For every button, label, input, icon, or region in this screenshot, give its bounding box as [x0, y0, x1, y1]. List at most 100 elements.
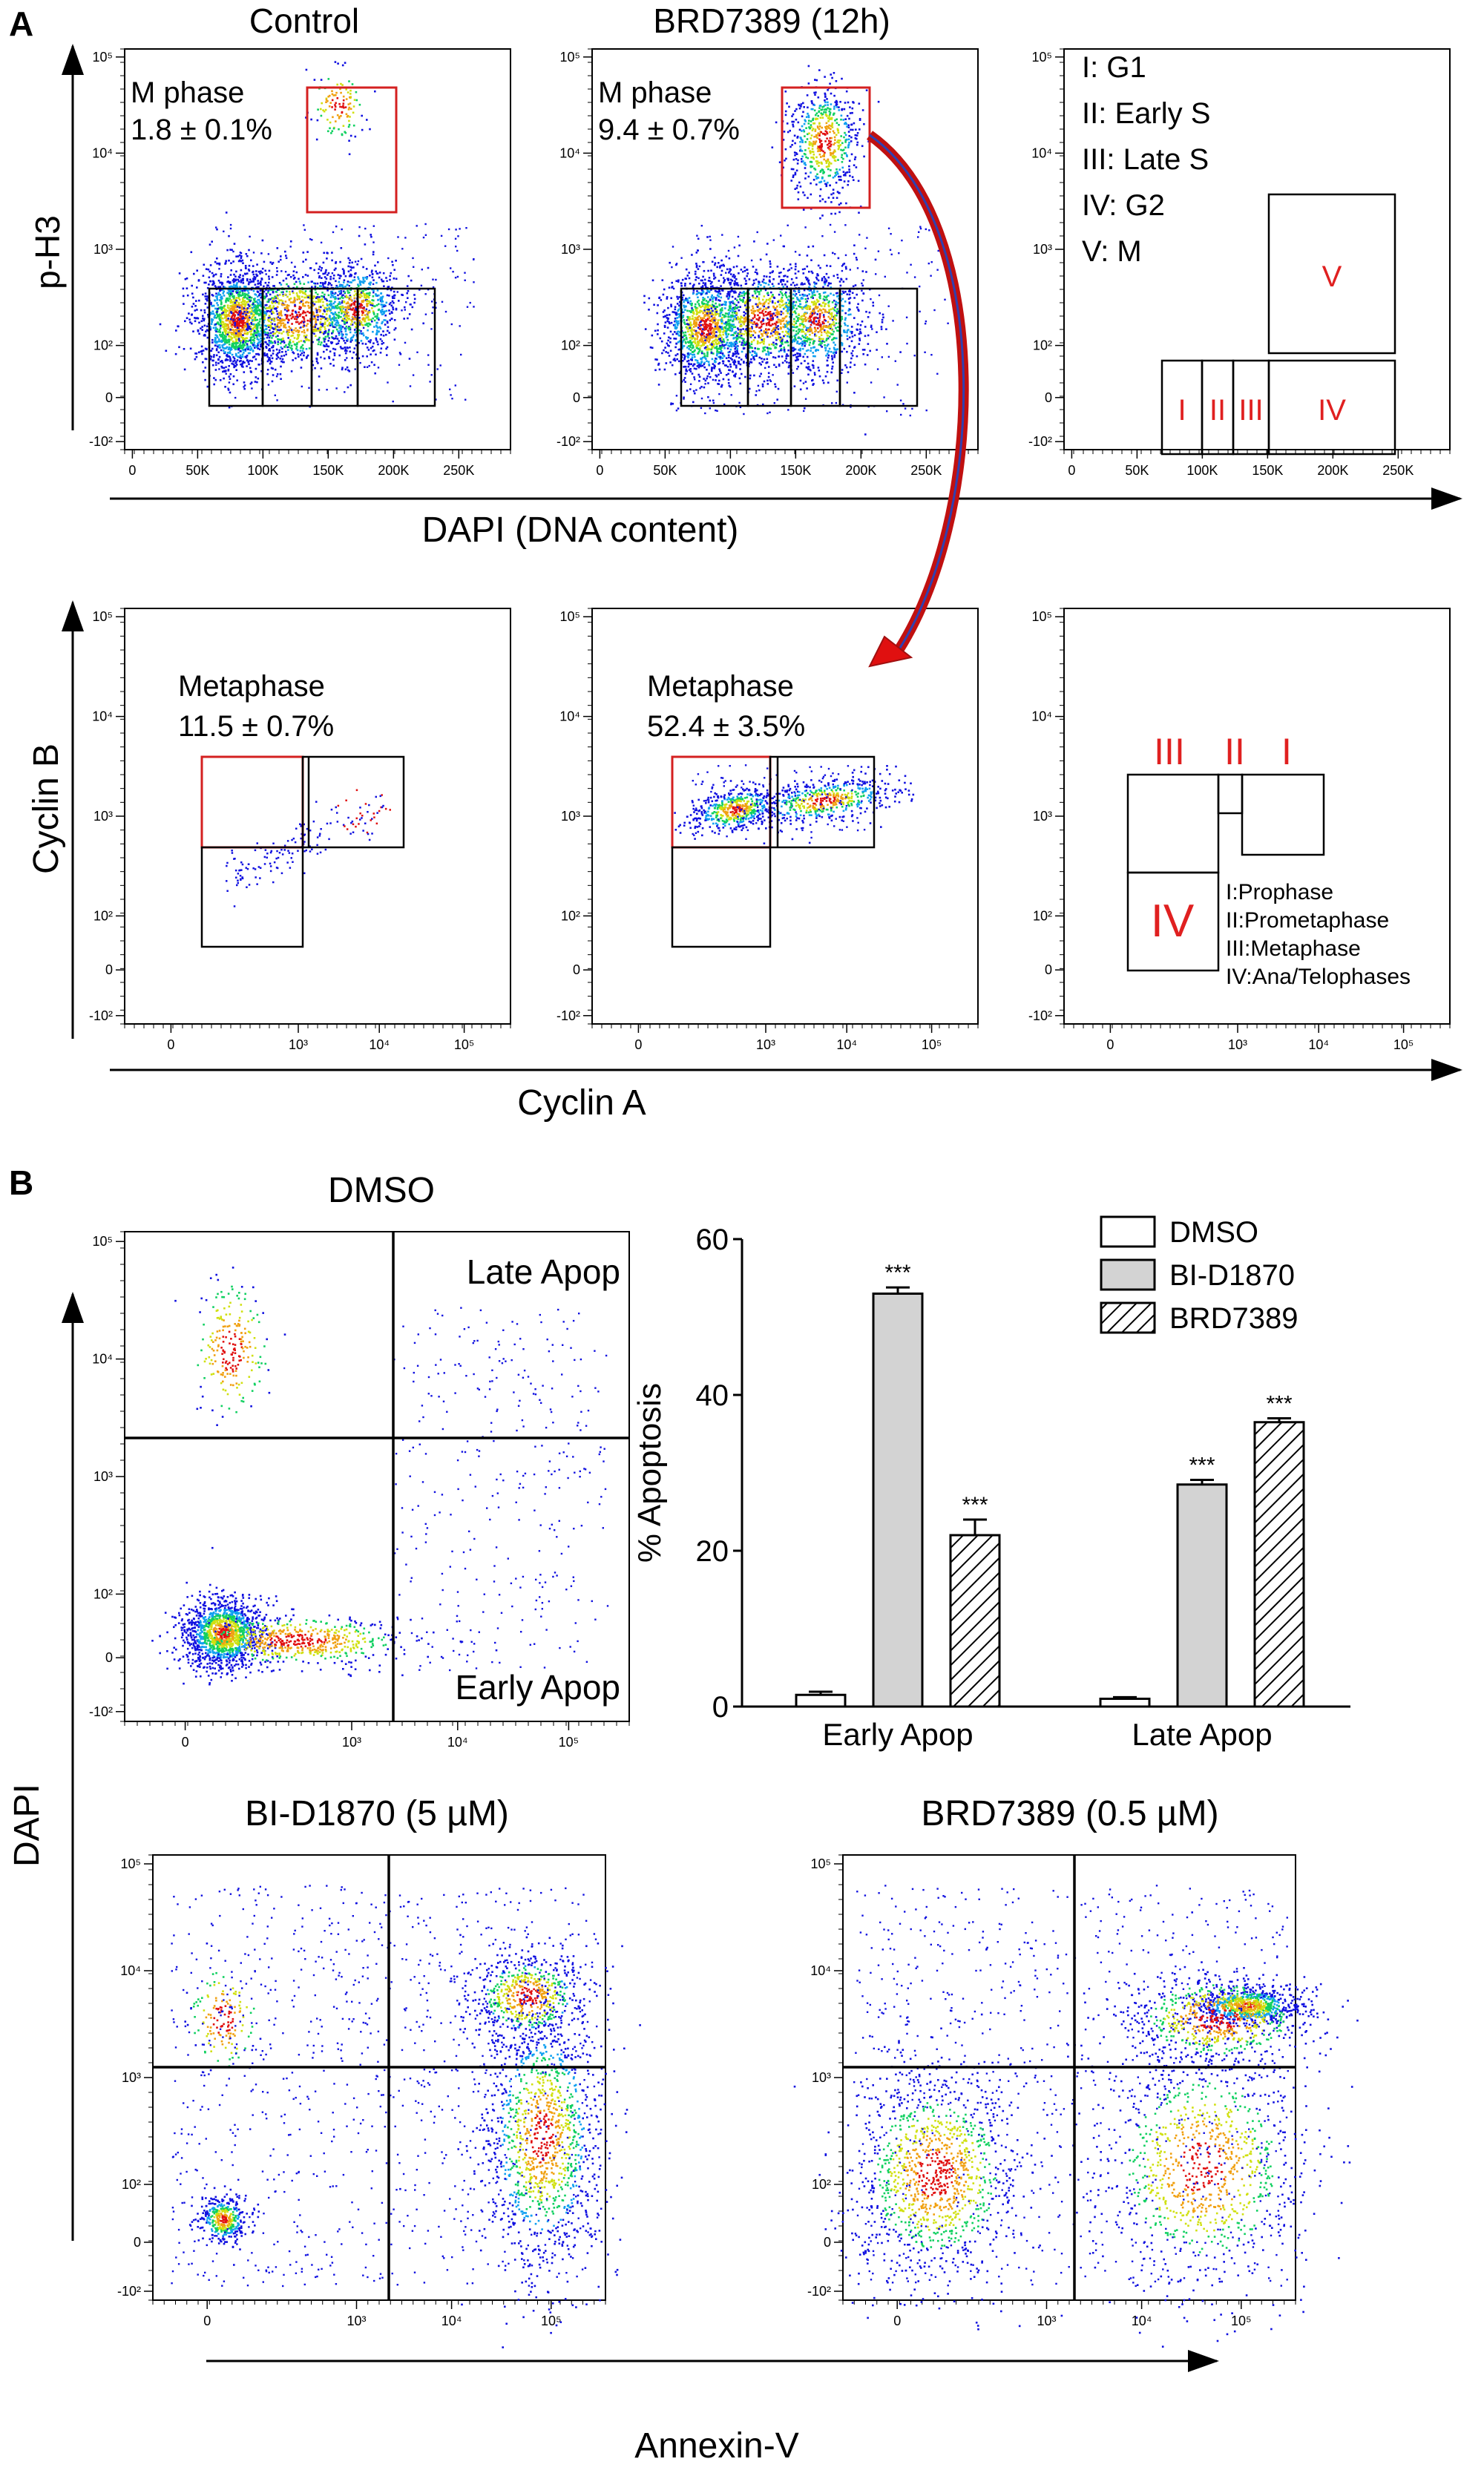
brd-g1-event [677, 313, 680, 315]
control-g1-event [241, 259, 244, 262]
control-g2-event [326, 257, 328, 260]
brd-g1-event [692, 364, 695, 367]
control-g2-event [338, 326, 341, 329]
brd-g1-event [723, 265, 725, 267]
cellcycle-plot-2-ytick-label: 10² [1033, 338, 1052, 353]
control-g1-event [246, 318, 249, 320]
control-g2-event [324, 357, 326, 360]
brd-g1-event [687, 345, 690, 347]
control-g2-event [373, 313, 375, 315]
control-g1-event [234, 341, 237, 344]
brd-g1-event [693, 353, 695, 356]
brd-g1-event [693, 322, 695, 325]
control-g2-event [385, 309, 388, 312]
brd-g1-event [713, 278, 715, 280]
brd-g1-event [738, 362, 740, 365]
control-g2-event [341, 296, 343, 298]
control-g1-event [194, 358, 197, 361]
control-s-event [281, 300, 284, 303]
brd-g1-event [703, 299, 705, 302]
brd-g1-event [695, 308, 697, 310]
control-g1-event [234, 321, 237, 323]
control-g2-event [375, 337, 378, 340]
control-g1-event [248, 315, 251, 318]
control-g2-event [368, 294, 371, 296]
control-g1-event [222, 370, 224, 373]
brd-g1-event [700, 341, 703, 343]
brd-g1-event [741, 372, 743, 375]
control-g2-event [353, 317, 355, 319]
control-g1-event [196, 309, 198, 311]
control-s-event [275, 328, 277, 331]
control-s-event [300, 367, 303, 369]
control-g1-event [204, 295, 206, 298]
control-sparse-event [424, 223, 427, 226]
brd-g1-event [701, 317, 704, 320]
control-g1-event [279, 317, 281, 320]
control-s-event [347, 280, 349, 283]
brd-g1-event [697, 303, 700, 305]
control-m-event [335, 91, 338, 94]
control-m-event [345, 113, 348, 116]
brd-g1-event [707, 333, 709, 336]
brd-g1-event [710, 289, 712, 291]
control-m-event [341, 84, 344, 86]
brd-g1-event [703, 283, 706, 286]
brd-s-event [742, 298, 744, 301]
control-g1-event [204, 347, 207, 350]
brd-g1-event [692, 390, 695, 393]
control-g1-event [240, 312, 243, 314]
control-g1-event [252, 356, 255, 358]
control-g1-event [231, 324, 234, 326]
control-s-event [238, 311, 241, 314]
brd-g1-event [649, 346, 652, 349]
control-g1-event [243, 371, 246, 373]
control-g1-event [250, 311, 252, 313]
control-g1-event [234, 326, 236, 328]
brd-g1-event [706, 377, 708, 380]
control-s-event [319, 301, 322, 303]
brd-g1-event [718, 303, 720, 306]
control-s-event [229, 329, 232, 331]
brd-g1-event [648, 309, 650, 311]
control-g1-event [238, 294, 241, 297]
control-sparse-event [344, 391, 346, 393]
control-s-event [286, 333, 289, 336]
control-g1-event [269, 316, 271, 319]
control-sparse-event [318, 389, 321, 391]
cellcycle-plot-2-xtick-label: 250K [1382, 463, 1414, 478]
control-sparse-event [280, 270, 283, 272]
brd-g1-event [710, 320, 713, 322]
control-g1-event [209, 326, 212, 329]
control-s-event [281, 358, 284, 361]
control-g1-event [228, 335, 231, 338]
control-g2-event [350, 300, 353, 302]
control-sparse-event [317, 272, 320, 275]
control-g2-event [325, 269, 327, 272]
control-g1-event [253, 276, 255, 278]
brd-g1-event [728, 342, 731, 344]
brd-g1-event [728, 356, 730, 359]
control-s-event [315, 307, 318, 310]
control-g2-event [347, 315, 350, 317]
control-g2-event [358, 234, 361, 237]
control-g1-event [233, 335, 236, 338]
control-g1-event [257, 333, 260, 336]
control-g1-event [239, 315, 241, 318]
control-g2-event [391, 295, 394, 298]
control-sparse-event [267, 253, 270, 255]
control-s-event [285, 318, 288, 320]
control-m-event [339, 105, 341, 108]
brd-s-event [763, 343, 765, 345]
control-g1-event [229, 321, 231, 324]
control-s-event [227, 368, 230, 371]
control-g1-event [219, 281, 221, 284]
control-g1-event [220, 339, 223, 342]
control-g1-event [256, 311, 258, 313]
brd-g1-event [734, 310, 737, 313]
control-g1-event [226, 297, 229, 300]
control-g1-event [242, 319, 245, 322]
brd-g1-event [706, 375, 709, 378]
brd-g1-event [730, 334, 732, 336]
control-g2-event [369, 318, 371, 321]
